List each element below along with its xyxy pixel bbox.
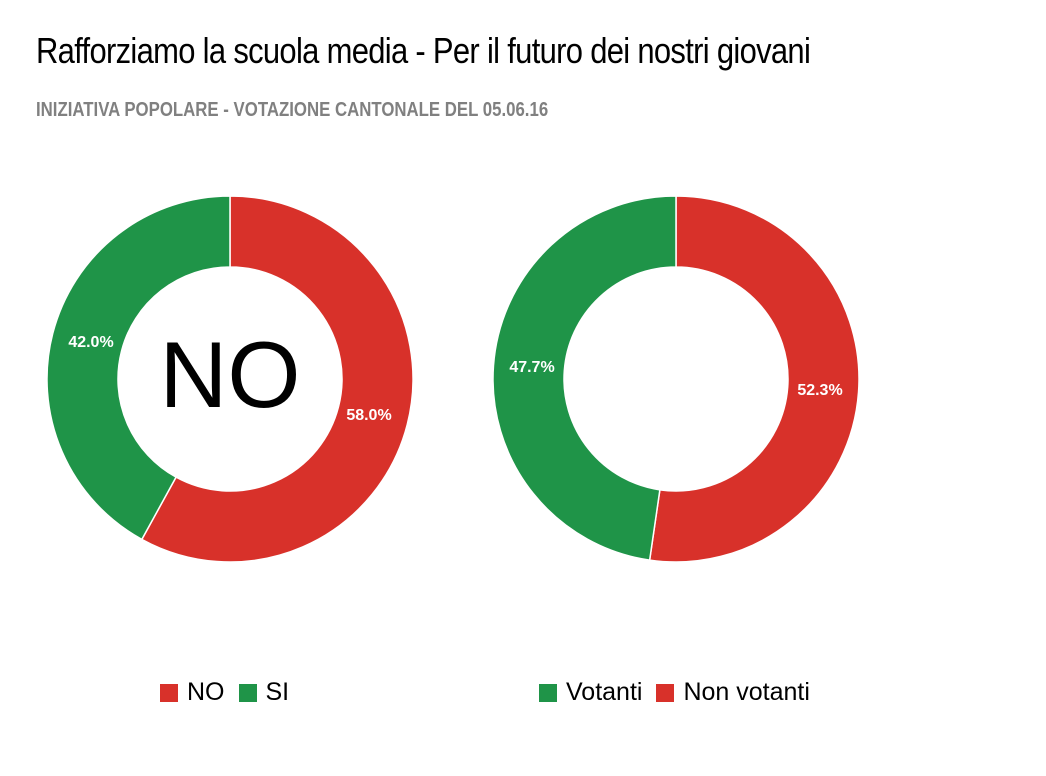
slice-label-votanti: 47.7% [509, 359, 554, 376]
legend-vote-result: NO SI [160, 678, 303, 707]
slice-label-no: 58.0% [346, 407, 391, 424]
legend-turnout: Votanti Non votanti [539, 678, 824, 707]
legend-label: Non votanti [683, 678, 810, 706]
slice-label-non-votanti: 52.3% [797, 382, 842, 399]
donut-charts: 58.0% 42.0% NO 52.3% 47.7% [46, 195, 860, 563]
legend-swatch [539, 683, 557, 702]
legend-item-no[interactable]: NO [160, 678, 225, 707]
legend-item-si[interactable]: SI [238, 678, 290, 707]
legend-item-votanti[interactable]: Votanti [539, 678, 642, 707]
legend-item-non-votanti[interactable]: Non votanti [656, 678, 810, 707]
slice-label-si: 42.0% [68, 334, 113, 351]
legend-swatch [160, 683, 178, 702]
slice-non-votanti[interactable] [648, 195, 860, 563]
slice-votanti[interactable] [492, 195, 677, 561]
donut-chart-turnout: 52.3% 47.7% [492, 195, 860, 563]
slice-si[interactable] [46, 195, 231, 541]
legend-label: Votanti [566, 678, 643, 706]
legend-label: SI [265, 678, 290, 706]
legend-label: NO [187, 678, 225, 706]
legend-swatch [238, 683, 257, 702]
slice-no[interactable] [140, 195, 414, 563]
chart-subtitle: INIZIATIVA POPOLARE - VOTAZIONE CANTONAL… [36, 99, 549, 121]
legend-swatch [656, 683, 675, 702]
donut-chart-vote-result: 58.0% 42.0% NO [46, 195, 414, 563]
chart-title: Rafforziamo la scuola media - Per il fut… [36, 30, 811, 71]
center-label: NO [160, 322, 301, 427]
